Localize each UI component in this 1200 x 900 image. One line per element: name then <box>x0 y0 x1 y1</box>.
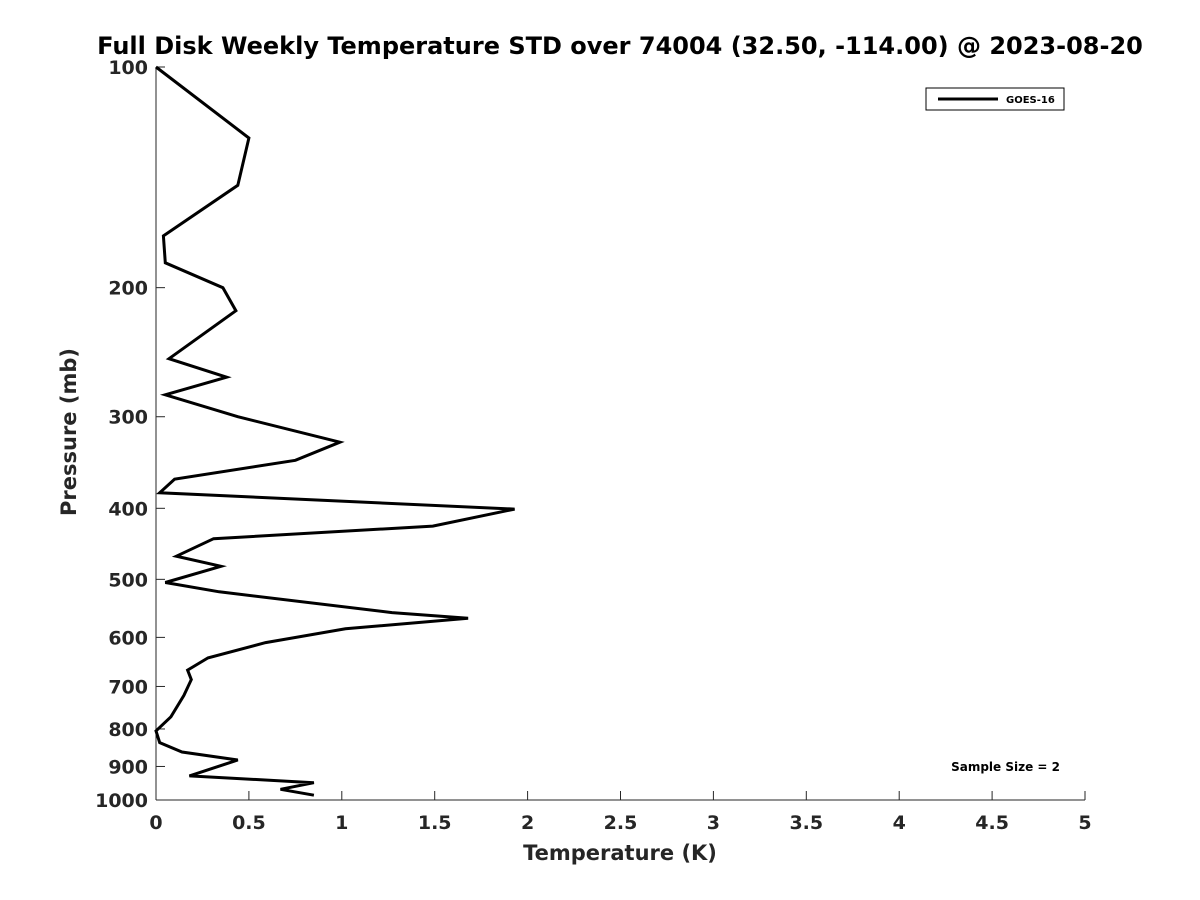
y-tick-label-0: 100 <box>108 57 148 79</box>
y-tick-label-7: 800 <box>108 719 148 741</box>
x-tick-label-0: 0 <box>149 812 162 834</box>
chart-title: Full Disk Weekly Temperature STD over 74… <box>97 32 1143 60</box>
sample-size-annotation: Sample Size = 2 <box>951 760 1060 774</box>
legend: GOES-16 <box>925 87 1065 111</box>
x-tick-label-6: 3 <box>707 812 720 834</box>
x-tick-label-7: 3.5 <box>789 812 823 834</box>
y-tick-label-8: 900 <box>108 756 148 778</box>
series-line-goes-16 <box>154 65 515 797</box>
x-tick-label-9: 4.5 <box>975 812 1009 834</box>
x-tick-label-1: 0.5 <box>232 812 266 834</box>
x-tick-label-3: 1.5 <box>418 812 452 834</box>
y-tick-label-1: 200 <box>108 278 148 300</box>
y-axis-label: Pressure (mb) <box>57 348 81 516</box>
y-tick-label-9: 1000 <box>95 790 148 812</box>
y-tick-label-3: 400 <box>108 498 148 520</box>
x-tick-label-2: 1 <box>335 812 348 834</box>
x-tick-label-4: 2 <box>521 812 534 834</box>
x-axis-label: Temperature (K) <box>523 841 717 865</box>
y-tick-label-4: 500 <box>108 569 148 591</box>
x-tick-label-10: 5 <box>1078 812 1091 834</box>
y-tick-label-2: 300 <box>108 407 148 429</box>
x-tick-label-5: 2.5 <box>604 812 638 834</box>
plot-area: 0 0.5 1 1.5 2 2.5 3 3.5 4 4.5 5 100 200 300 400 500 600 7… <box>95 57 1092 834</box>
y-tick-label-6: 700 <box>108 676 148 698</box>
x-tick-label-8: 4 <box>893 812 906 834</box>
y-tick-label-5: 600 <box>108 627 148 649</box>
legend-label-goes-16: GOES-16 <box>1006 95 1055 106</box>
